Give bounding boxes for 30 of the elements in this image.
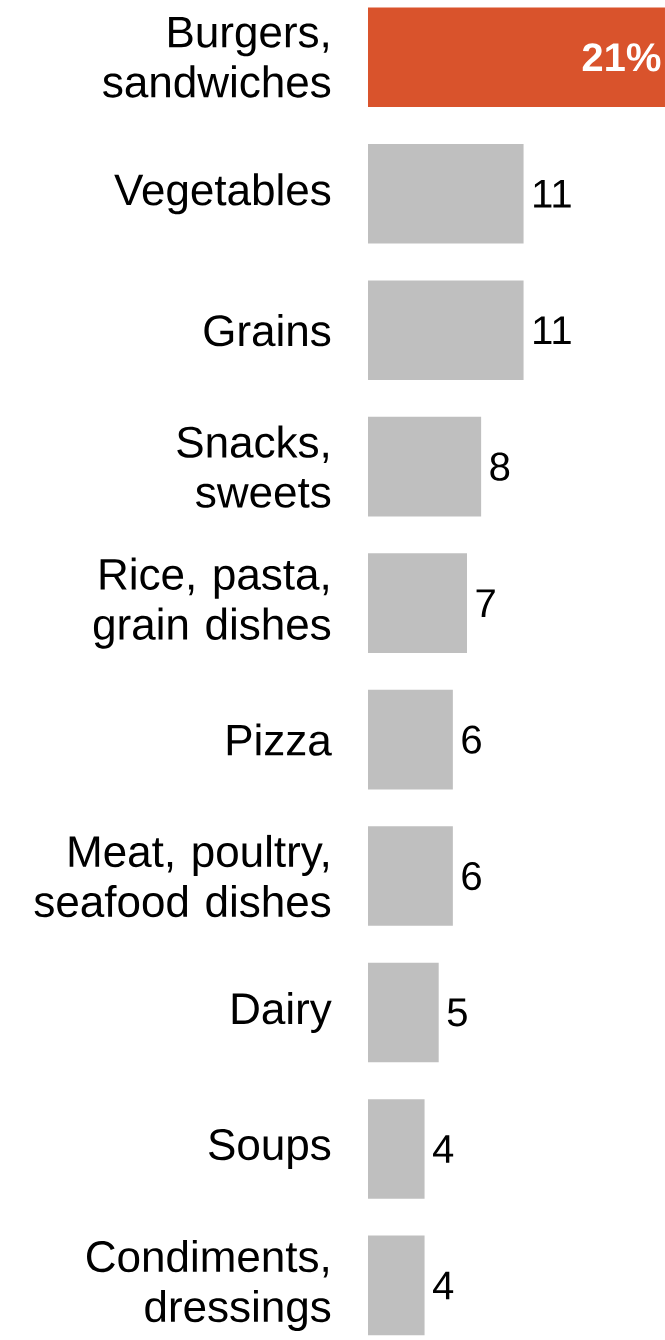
- data-label: 11: [534, 316, 571, 344]
- bar: [367, 1099, 425, 1199]
- bar: [367, 826, 453, 926]
- y-tick-label: Meat, poultry, seafood dishes: [34, 834, 331, 918]
- data-label: 5: [447, 998, 467, 1027]
- y-tick-label: Pizza: [227, 723, 332, 756]
- data-label: 6: [462, 725, 481, 754]
- y-tick-label: Grains: [204, 314, 331, 347]
- bar: [367, 689, 453, 790]
- y-tick-label: Rice, pasta, grain dishes: [93, 557, 331, 649]
- y-tick-label: Condiments, dressings: [87, 1239, 331, 1331]
- bar: [367, 553, 467, 653]
- data-label: 7: [476, 589, 495, 617]
- bar: [367, 280, 524, 381]
- data-label: 11: [534, 180, 571, 208]
- bar: [367, 7, 665, 108]
- y-tick-label: Soups: [209, 1129, 331, 1169]
- y-tick-label: Burgers, sandwiches: [103, 16, 331, 98]
- data-label: 8: [490, 452, 510, 481]
- y-tick-label: Snacks, sweets: [177, 425, 331, 508]
- y-tick-label: Dairy: [232, 992, 332, 1034]
- bar: [367, 143, 524, 244]
- bar: [367, 1235, 425, 1336]
- data-label: 6: [462, 861, 481, 891]
- bar: [367, 416, 482, 517]
- data-label: 4: [433, 1271, 454, 1300]
- y-tick-label: Vegetables: [114, 173, 331, 215]
- bar: [367, 962, 439, 1063]
- data-label: 4: [433, 1135, 454, 1163]
- data-label: 21%: [582, 43, 661, 72]
